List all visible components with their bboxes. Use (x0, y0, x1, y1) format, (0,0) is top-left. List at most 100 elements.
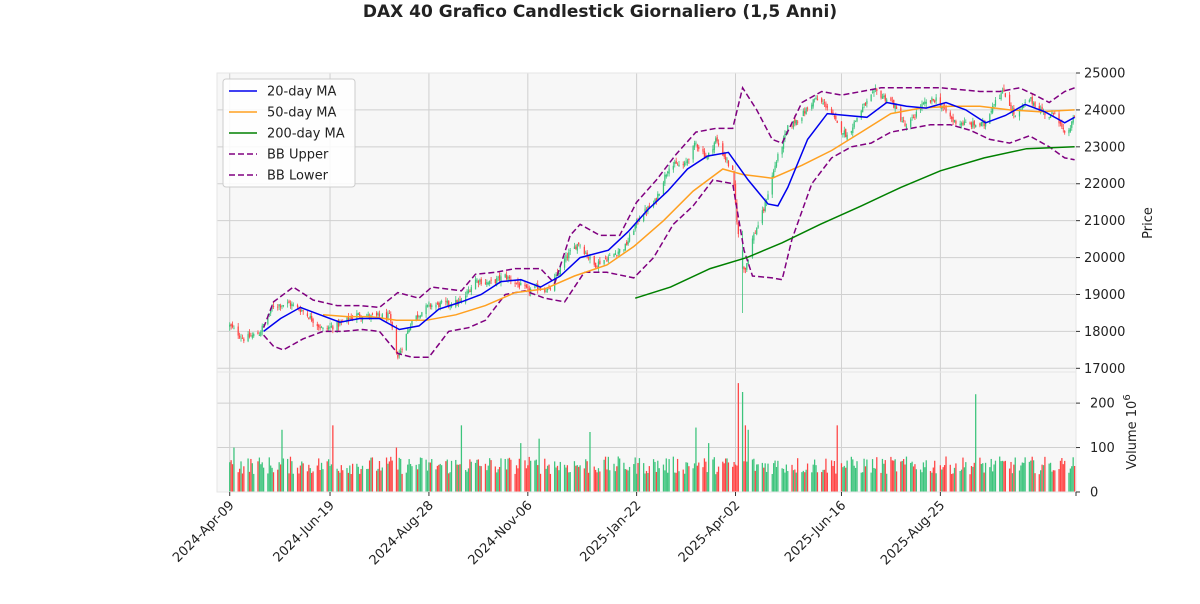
volume-bar (306, 471, 309, 492)
volume-bar (627, 470, 629, 492)
candle-body (477, 281, 480, 284)
volume-bars (229, 383, 1076, 492)
candle-body (459, 298, 461, 301)
candle-body (518, 283, 520, 288)
candle-body (480, 279, 482, 285)
candle-body (941, 106, 943, 109)
candle-body (287, 302, 289, 304)
volume-bar (585, 459, 587, 492)
candle-body (657, 193, 659, 200)
candle-body (960, 123, 963, 125)
candle-body (811, 104, 813, 109)
candle-body (441, 301, 443, 303)
candle-body (1008, 94, 1011, 106)
volume-bar (635, 473, 638, 492)
volume-bar (287, 458, 289, 492)
candle-body (934, 100, 936, 103)
date-tick-label: 2025-Jan-22 (577, 498, 644, 565)
volume-bar (945, 456, 947, 492)
candle-body (698, 146, 700, 149)
candle-body (764, 201, 766, 211)
volume-bar (350, 474, 352, 492)
volume-bar (678, 471, 680, 492)
volume-bar (722, 461, 724, 492)
volume-bar (504, 458, 506, 492)
candle-body (467, 290, 470, 294)
volume-bar (604, 456, 607, 492)
candle-body (932, 98, 934, 101)
volume-bar (939, 465, 942, 492)
volume-bar (717, 466, 720, 492)
candle-body (583, 246, 585, 255)
volume-bar (272, 472, 275, 492)
volume-bar (257, 461, 259, 492)
candle-body (840, 121, 843, 133)
volume-bar (934, 460, 936, 492)
candle-body (603, 260, 605, 264)
volume-bar (1048, 463, 1050, 492)
volume-bar (782, 468, 785, 492)
candle-body (1058, 113, 1060, 124)
volume-bar (438, 464, 440, 492)
volume-bar (921, 472, 923, 492)
legend-entry: 50-day MA (267, 106, 336, 121)
volume-bar (876, 457, 878, 492)
volume-bar (281, 429, 283, 492)
candle-body (241, 337, 244, 339)
candle-body (668, 168, 670, 174)
volume-bar (911, 461, 913, 492)
date-tick-label: 2025-Aug-25 (878, 498, 948, 568)
candle-body (585, 252, 587, 254)
volume-bar (356, 463, 358, 492)
candle-body (250, 335, 252, 337)
candle-body (787, 125, 789, 133)
volume-bar (992, 471, 994, 492)
volume-bar (932, 467, 934, 492)
candle-body (527, 286, 529, 288)
volume-bar (311, 472, 313, 492)
volume-bar (1073, 465, 1076, 492)
volume-bar (626, 469, 628, 492)
volume-bar (250, 458, 252, 492)
volume-bar (792, 470, 795, 492)
legend-entry: 200-day MA (267, 127, 345, 142)
volume-bar (734, 464, 737, 492)
volume-bar (558, 470, 560, 492)
volume-bar (351, 463, 354, 492)
volume-bar (910, 462, 912, 492)
candle-body (684, 162, 686, 166)
volume-bar (489, 458, 491, 492)
volume-bar (397, 469, 399, 492)
candle-body (515, 282, 518, 284)
volume-bar (520, 443, 522, 492)
volume-bar (781, 468, 783, 492)
candle-body (359, 313, 361, 317)
candle-body (761, 210, 763, 224)
volume-bar (606, 469, 608, 492)
candle-body (428, 302, 430, 304)
candle-body (664, 174, 666, 184)
candle-body (771, 175, 773, 195)
volume-bar (979, 457, 981, 492)
candle-body (500, 276, 502, 283)
candle-body (815, 97, 817, 100)
price-tick-label: 19000 (1084, 288, 1125, 303)
candle-body (675, 160, 677, 164)
volume-bar (900, 461, 902, 492)
volume-bar (715, 474, 717, 492)
candle-body (569, 250, 571, 252)
volume-bar (804, 472, 806, 492)
volume-bar (794, 469, 796, 492)
volume-bar (289, 456, 292, 492)
price-tick-label: 23000 (1084, 140, 1125, 155)
volume-bar (568, 472, 570, 492)
candle-body (425, 305, 427, 315)
volume-bar (490, 460, 492, 492)
volume-bar (233, 447, 235, 492)
price-tick-label: 22000 (1084, 177, 1125, 192)
volume-bar (445, 461, 447, 492)
candle-body (856, 117, 858, 122)
volume-bar (408, 459, 410, 492)
volume-bar (316, 465, 318, 492)
volume-bar (929, 471, 932, 492)
